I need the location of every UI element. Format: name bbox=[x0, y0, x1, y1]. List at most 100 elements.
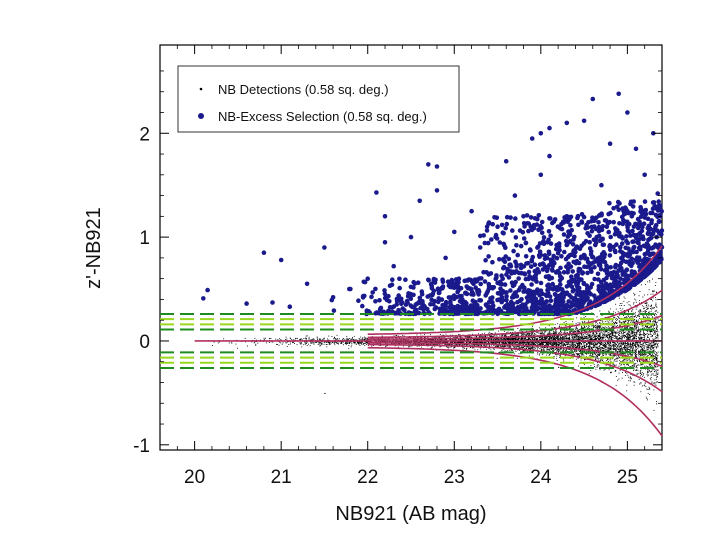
detection-point bbox=[577, 339, 578, 340]
detection-point bbox=[597, 357, 598, 359]
detection-point bbox=[657, 336, 658, 338]
detection-point bbox=[616, 332, 618, 334]
detection-point bbox=[629, 366, 631, 367]
detection-point bbox=[560, 335, 562, 336]
detection-point bbox=[459, 342, 461, 343]
detection-point bbox=[592, 346, 594, 348]
detection-point bbox=[532, 337, 533, 339]
detection-point bbox=[645, 301, 647, 303]
detection-point bbox=[652, 365, 654, 367]
detection-point bbox=[376, 341, 378, 343]
detection-point bbox=[618, 357, 620, 359]
detection-point bbox=[615, 332, 617, 334]
detection-point bbox=[639, 309, 641, 311]
detection-point bbox=[635, 350, 636, 352]
detection-point bbox=[622, 363, 624, 365]
detection-point bbox=[616, 338, 618, 340]
detection-point bbox=[542, 333, 544, 335]
detection-point bbox=[567, 343, 569, 345]
detection-point bbox=[480, 335, 482, 337]
detection-point bbox=[586, 350, 588, 352]
detection-point bbox=[657, 370, 659, 372]
detection-point bbox=[496, 335, 498, 337]
detection-point bbox=[565, 353, 567, 355]
detection-point bbox=[349, 341, 351, 343]
detection-point bbox=[531, 342, 533, 344]
detection-point bbox=[629, 376, 631, 378]
detection-point bbox=[613, 321, 614, 323]
detection-point bbox=[534, 336, 536, 338]
detection-point bbox=[640, 334, 642, 335]
detection-point bbox=[484, 332, 486, 334]
detection-point bbox=[608, 326, 609, 328]
detection-point bbox=[648, 327, 650, 329]
detection-point bbox=[320, 343, 322, 344]
detection-point bbox=[582, 345, 584, 347]
detection-point bbox=[559, 356, 560, 358]
detection-point bbox=[599, 339, 601, 340]
detection-point bbox=[632, 335, 634, 336]
detection-point bbox=[570, 345, 572, 347]
detection-point bbox=[608, 334, 610, 336]
detection-point bbox=[347, 342, 349, 344]
detection-point bbox=[576, 334, 578, 336]
detection-point bbox=[593, 339, 595, 341]
detection-point bbox=[311, 342, 313, 344]
detection-point bbox=[570, 338, 572, 340]
detection-point bbox=[616, 351, 618, 352]
detection-point bbox=[642, 343, 644, 345]
detection-point bbox=[520, 353, 522, 355]
detection-point bbox=[653, 332, 655, 333]
detection-point bbox=[617, 316, 619, 317]
detection-point bbox=[611, 326, 613, 328]
detection-point bbox=[575, 330, 577, 332]
detection-point bbox=[430, 347, 432, 349]
detection-point bbox=[594, 352, 595, 354]
detection-point bbox=[641, 375, 643, 377]
detection-point bbox=[318, 343, 320, 345]
detection-point bbox=[613, 316, 615, 318]
detection-point bbox=[574, 341, 575, 343]
detection-point bbox=[654, 290, 656, 292]
detection-point bbox=[478, 338, 480, 340]
detection-point bbox=[629, 353, 631, 355]
detection-point bbox=[599, 360, 601, 362]
detection-point bbox=[610, 333, 612, 335]
detection-point bbox=[637, 369, 639, 371]
detection-point bbox=[286, 341, 288, 343]
detection-point bbox=[610, 335, 611, 337]
detection-point bbox=[597, 347, 599, 349]
detection-point bbox=[612, 363, 614, 365]
detection-point bbox=[651, 370, 653, 372]
detection-point bbox=[600, 339, 602, 341]
detection-point bbox=[363, 343, 365, 345]
detection-point bbox=[572, 354, 574, 356]
detection-point bbox=[458, 334, 459, 336]
detection-point bbox=[622, 308, 624, 310]
detection-point bbox=[647, 389, 649, 390]
detection-point bbox=[642, 344, 644, 345]
detection-point bbox=[607, 347, 609, 349]
detection-point bbox=[454, 339, 456, 341]
detection-point bbox=[651, 360, 652, 362]
detection-point bbox=[330, 342, 332, 344]
detection-point bbox=[641, 373, 643, 375]
detection-point bbox=[503, 330, 505, 332]
detection-point bbox=[350, 341, 352, 343]
detection-point bbox=[493, 348, 495, 350]
detection-point bbox=[614, 370, 616, 372]
detection-point bbox=[595, 357, 597, 359]
detection-point bbox=[629, 346, 631, 348]
detection-point bbox=[644, 332, 645, 334]
detection-point bbox=[641, 347, 643, 348]
detection-point bbox=[634, 343, 636, 345]
detection-point bbox=[600, 344, 601, 346]
detection-point bbox=[652, 297, 654, 299]
detection-point bbox=[578, 336, 580, 338]
detection-point bbox=[542, 336, 544, 338]
detection-point bbox=[585, 341, 586, 343]
detection-point bbox=[488, 331, 490, 333]
detection-point bbox=[462, 347, 464, 348]
detection-point bbox=[611, 335, 613, 337]
detection-point bbox=[635, 324, 637, 325]
